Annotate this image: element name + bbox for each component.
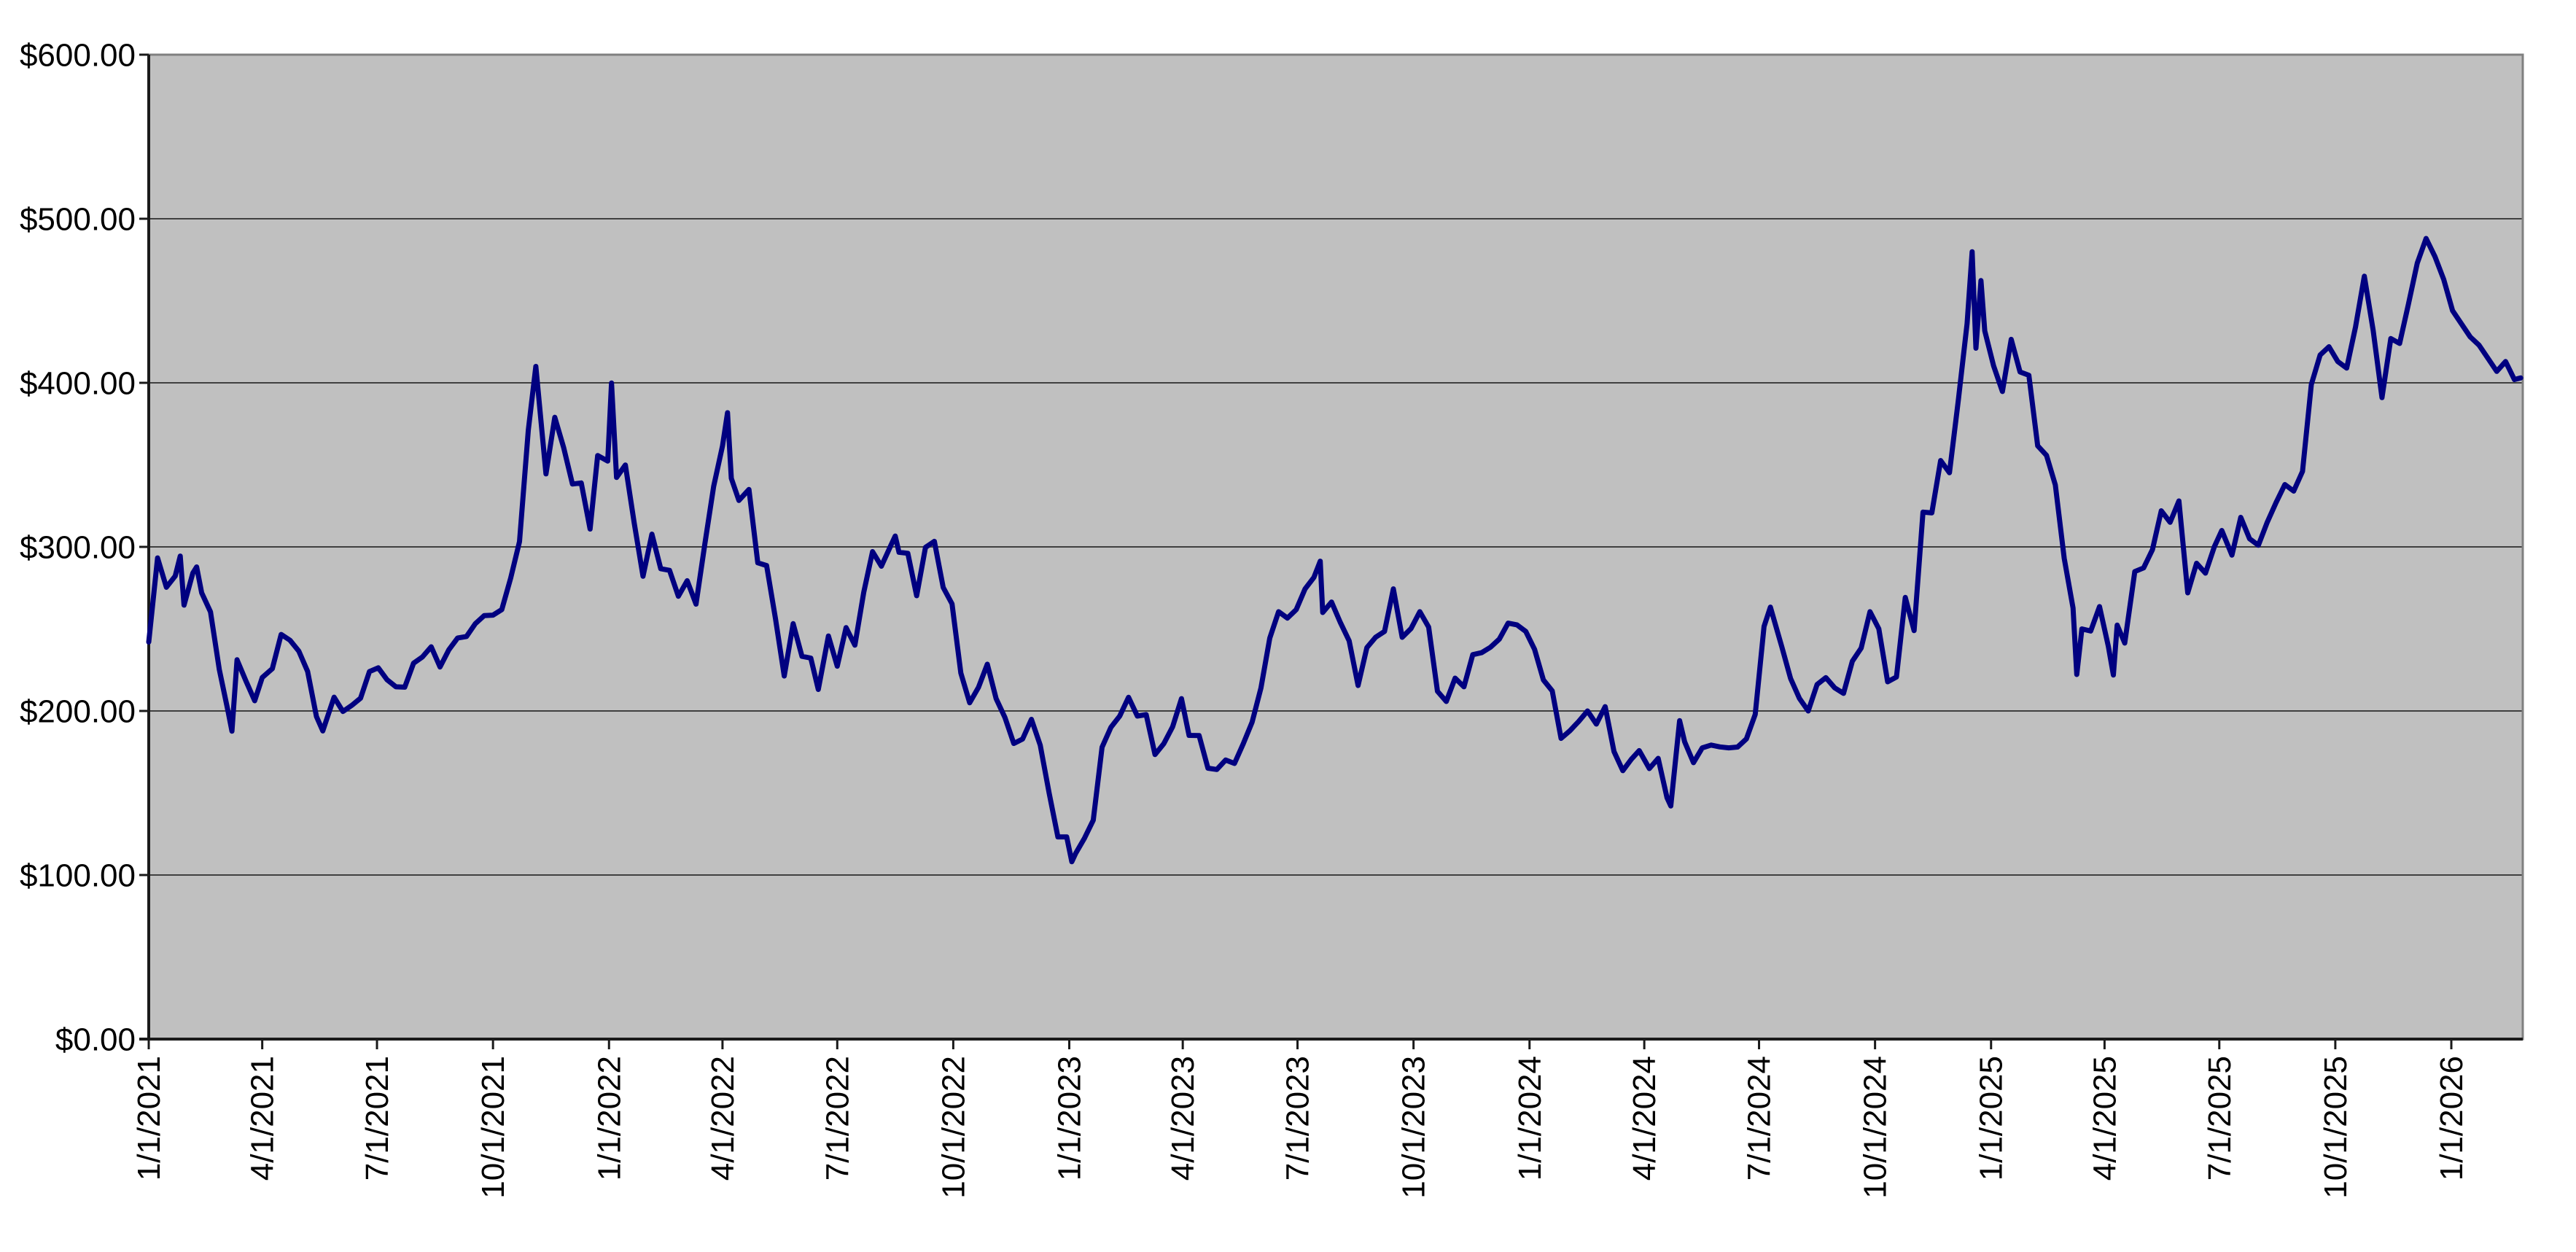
y-axis-tick-label: $200.00 bbox=[20, 693, 136, 729]
x-axis-tick-label: 1/1/2024 bbox=[1512, 1056, 1548, 1181]
gridlines bbox=[149, 218, 2523, 876]
x-axis-tick-label: 1/1/2026 bbox=[2434, 1056, 2470, 1181]
x-axis-tick-label: 1/1/2022 bbox=[591, 1056, 627, 1181]
x-axis-tick-label: 7/1/2025 bbox=[2202, 1056, 2238, 1181]
x-axis-tick-label: 7/1/2021 bbox=[359, 1056, 395, 1181]
y-axis-tick-label: $400.00 bbox=[20, 365, 136, 401]
x-axis-tick-label: 10/1/2025 bbox=[2318, 1056, 2354, 1199]
x-axis-tick-label: 4/1/2025 bbox=[2087, 1056, 2122, 1181]
y-axis-tick-label: $500.00 bbox=[20, 201, 136, 237]
y-axis-labels: $0.00 $100.00 $200.00 $300.00 $400.00 $500.00… bbox=[20, 37, 136, 1057]
x-axis-tick-label: 1/1/2021 bbox=[131, 1056, 167, 1181]
x-axis-ticks bbox=[147, 1039, 2453, 1049]
x-axis-tick-label: 4/1/2022 bbox=[705, 1056, 741, 1181]
x-axis-tick-label: 10/1/2023 bbox=[1396, 1056, 1432, 1199]
x-axis-labels: 1/1/2021 4/1/2021 7/1/2021 10/1/2021 1/1/202… bbox=[131, 1056, 2470, 1199]
x-axis-tick-label: 1/1/2025 bbox=[1974, 1056, 2009, 1181]
x-axis-tick-label: 1/1/2023 bbox=[1052, 1056, 1088, 1181]
x-axis-tick-label: 7/1/2022 bbox=[820, 1056, 855, 1181]
x-axis-tick-label: 4/1/2021 bbox=[245, 1056, 281, 1181]
x-axis-tick-label: 7/1/2024 bbox=[1742, 1056, 1778, 1181]
x-axis-tick-label: 10/1/2021 bbox=[475, 1056, 511, 1199]
y-axis-tick-label: $600.00 bbox=[20, 37, 136, 73]
x-axis-tick-label: 4/1/2024 bbox=[1627, 1056, 1662, 1181]
x-axis-tick-label: 4/1/2023 bbox=[1165, 1056, 1201, 1181]
y-axis-tick-label: $0.00 bbox=[55, 1022, 136, 1057]
x-axis-tick-label: 7/1/2023 bbox=[1280, 1056, 1316, 1181]
y-axis-tick-label: $100.00 bbox=[20, 858, 136, 893]
y-axis-tick-label: $300.00 bbox=[20, 529, 136, 565]
price-line-series bbox=[146, 236, 2524, 865]
x-axis-tick-label: 10/1/2022 bbox=[935, 1056, 971, 1199]
x-axis-tick-label: 10/1/2024 bbox=[1858, 1056, 1894, 1199]
